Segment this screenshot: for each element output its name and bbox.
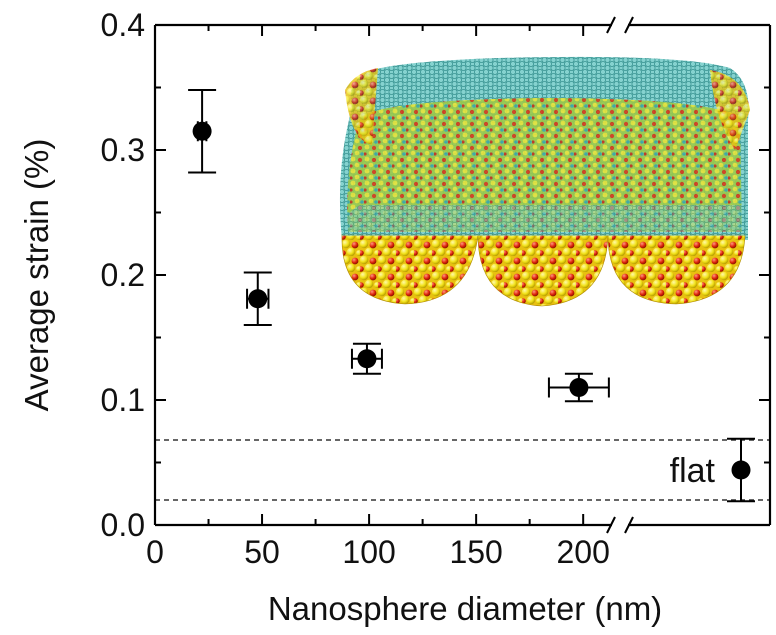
data-marker	[731, 460, 751, 480]
data-point-3	[547, 372, 610, 403]
flat-band	[155, 439, 770, 501]
x-tick-label: 0	[146, 534, 164, 570]
axis-break-mark	[606, 516, 616, 534]
data-point-0	[188, 89, 217, 174]
x-tick-label: 100	[342, 534, 395, 570]
axis-break-mark	[606, 16, 616, 34]
y-tick-label: 0.1	[101, 382, 145, 418]
x-tick-label: 50	[244, 534, 280, 570]
molecular-structure-icon	[339, 56, 750, 307]
y-axis-label: Average strain (%)	[18, 139, 55, 412]
y-tick-label: 0.3	[101, 132, 145, 168]
x-tick-label: 200	[556, 534, 609, 570]
data-point-1	[243, 271, 272, 326]
y-tick-label: 0.2	[101, 257, 145, 293]
y-tick-label: 0.4	[101, 7, 145, 43]
data-point-flat	[727, 437, 755, 503]
x-axis-label: Nanosphere diameter (nm)	[268, 590, 662, 627]
axes	[153, 16, 772, 534]
x-tick-labels: 0 50 100 150 200	[146, 534, 610, 570]
flat-label: flat	[670, 452, 716, 490]
data-points	[188, 89, 755, 503]
data-marker	[357, 349, 377, 369]
data-marker	[569, 378, 589, 397]
data-marker	[248, 289, 268, 309]
data-point-2	[350, 342, 383, 375]
y-tick-labels: 0.0 0.1 0.2 0.3 0.4	[101, 7, 145, 543]
x-tick-label: 150	[449, 534, 502, 570]
data-marker	[192, 121, 212, 141]
y-tick-label: 0.0	[101, 507, 145, 543]
axis-break-mark	[624, 516, 634, 534]
axis-break-mark	[624, 16, 634, 34]
